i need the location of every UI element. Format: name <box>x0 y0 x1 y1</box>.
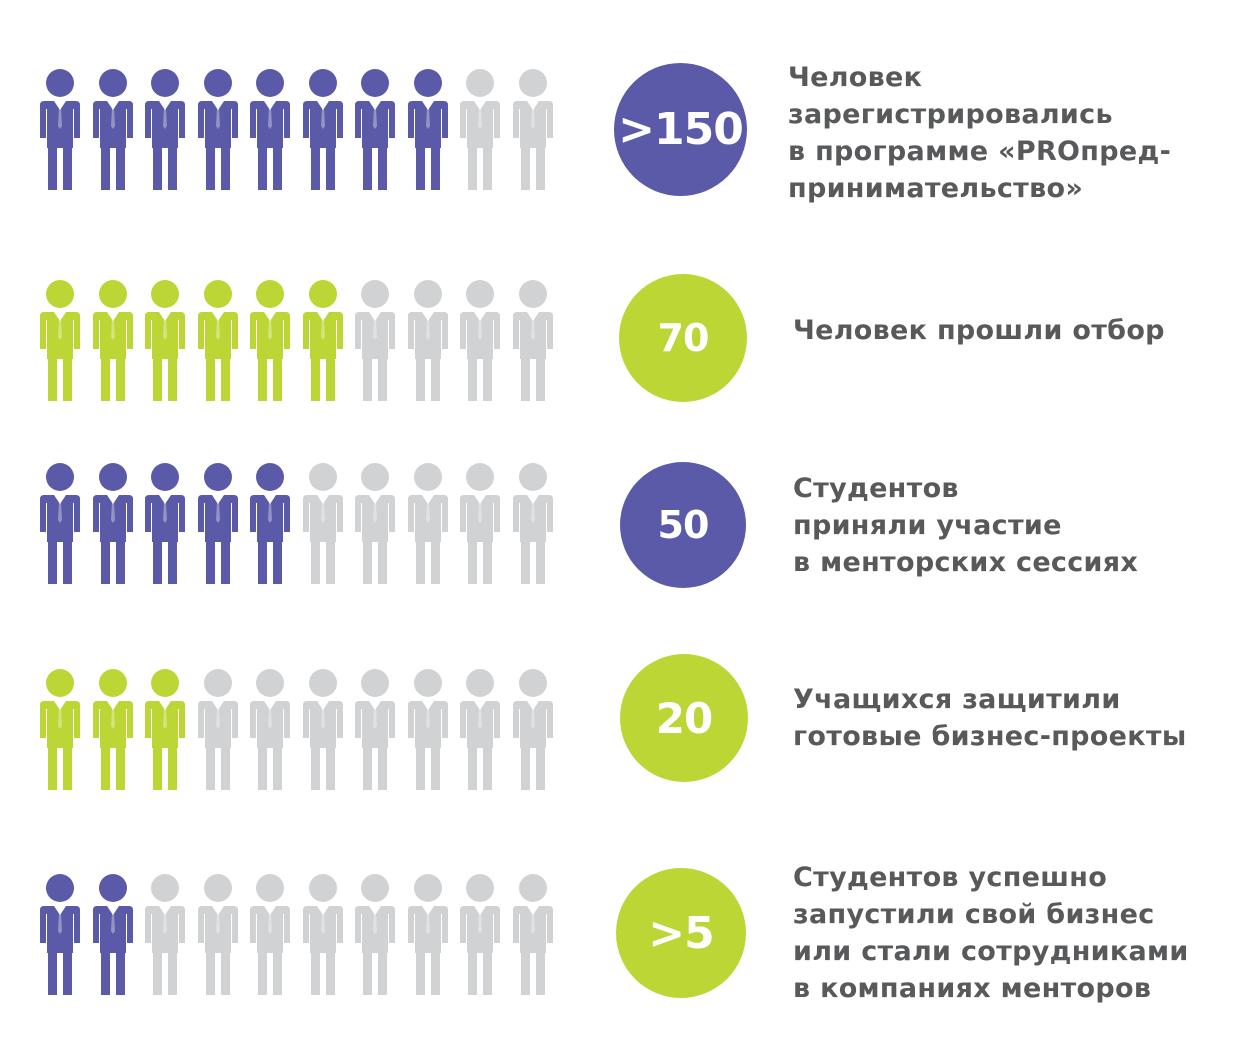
description-line: Человек <box>788 62 923 93</box>
person-icon-filled <box>301 68 345 190</box>
person-icon-filled <box>143 462 187 584</box>
stat-value: 70 <box>657 316 710 360</box>
description-line: запустили свой бизнес <box>793 899 1155 930</box>
stat-badge: 20 <box>620 654 748 782</box>
stat-description: Студентов успешно запустили свой бизнес … <box>793 859 1189 1007</box>
person-icon-filled <box>406 68 450 190</box>
person-icon-empty <box>196 668 240 790</box>
person-icon-empty <box>511 462 555 584</box>
description-line: готовые бизнес-проекты <box>793 721 1187 752</box>
person-icon-empty <box>301 462 345 584</box>
description-line: Студентов успешно <box>793 862 1108 893</box>
person-icon-filled <box>196 68 240 190</box>
person-icon-empty <box>511 668 555 790</box>
person-icon-filled <box>143 68 187 190</box>
person-icon-empty <box>406 668 450 790</box>
person-icon-filled <box>248 462 292 584</box>
people-icons-row <box>38 279 558 401</box>
person-icon-empty <box>458 873 502 995</box>
description-line: в компаниях менторов <box>793 973 1152 1004</box>
person-icon-empty <box>511 279 555 401</box>
person-icon-filled <box>248 68 292 190</box>
person-icon-empty <box>301 668 345 790</box>
stat-description: Человек зарегистрировались в программе «… <box>788 59 1171 207</box>
person-icon-filled <box>38 668 82 790</box>
person-icon-empty <box>458 668 502 790</box>
person-icon-empty <box>458 279 502 401</box>
description-line: в программе «PROпред- <box>788 136 1172 167</box>
description-line: приняли участие <box>793 510 1062 541</box>
person-icon-filled <box>353 68 397 190</box>
stat-value: >150 <box>618 104 744 155</box>
person-icon-filled <box>143 668 187 790</box>
person-icon-filled <box>301 279 345 401</box>
person-icon-empty <box>248 873 292 995</box>
person-icon-empty <box>143 873 187 995</box>
person-icon-empty <box>458 462 502 584</box>
people-icons-row <box>38 68 558 190</box>
person-icon-filled <box>38 462 82 584</box>
person-icon-empty <box>353 462 397 584</box>
person-icon-filled <box>248 279 292 401</box>
person-icon-empty <box>248 668 292 790</box>
person-icon-empty <box>406 462 450 584</box>
people-icons-row <box>38 462 558 584</box>
description-line: Студентов <box>793 473 959 504</box>
stat-value: 20 <box>655 693 713 743</box>
person-icon-empty <box>353 668 397 790</box>
person-icon-empty <box>353 279 397 401</box>
people-icons-row <box>38 668 558 790</box>
description-line: принимательство» <box>788 173 1084 204</box>
person-icon-empty <box>458 68 502 190</box>
person-icon-empty <box>406 873 450 995</box>
person-icon-empty <box>511 68 555 190</box>
person-icon-empty <box>511 873 555 995</box>
description-line: Учащихся защитили <box>793 684 1121 715</box>
person-icon-filled <box>196 279 240 401</box>
person-icon-filled <box>196 462 240 584</box>
person-icon-empty <box>406 279 450 401</box>
person-icon-filled <box>91 873 135 995</box>
person-icon-filled <box>143 279 187 401</box>
stat-badge: >5 <box>616 868 746 998</box>
description-line: зарегистрировались <box>788 99 1113 130</box>
person-icon-filled <box>38 68 82 190</box>
person-icon-filled <box>91 68 135 190</box>
stat-description: Студентов приняли участие в менторских с… <box>793 470 1138 581</box>
stat-description: Человек прошли отбор <box>793 312 1165 349</box>
stat-description: Учащихся защитили готовые бизнес-проекты <box>793 681 1187 755</box>
description-line: в менторских сессиях <box>793 547 1139 578</box>
person-icon-empty <box>196 873 240 995</box>
stat-badge: >150 <box>614 63 747 196</box>
stat-badge: 50 <box>620 462 746 588</box>
person-icon-empty <box>301 873 345 995</box>
description-line: Человек прошли отбор <box>793 315 1165 346</box>
stat-badge: 70 <box>619 274 747 402</box>
person-icon-filled <box>91 279 135 401</box>
person-icon-filled <box>38 279 82 401</box>
stat-value: >5 <box>648 907 714 959</box>
person-icon-filled <box>91 668 135 790</box>
description-line: или стали сотрудниками <box>793 936 1189 967</box>
person-icon-filled <box>91 462 135 584</box>
person-icon-empty <box>353 873 397 995</box>
stat-value: 50 <box>657 503 710 547</box>
people-icons-row <box>38 873 558 995</box>
person-icon-filled <box>38 873 82 995</box>
